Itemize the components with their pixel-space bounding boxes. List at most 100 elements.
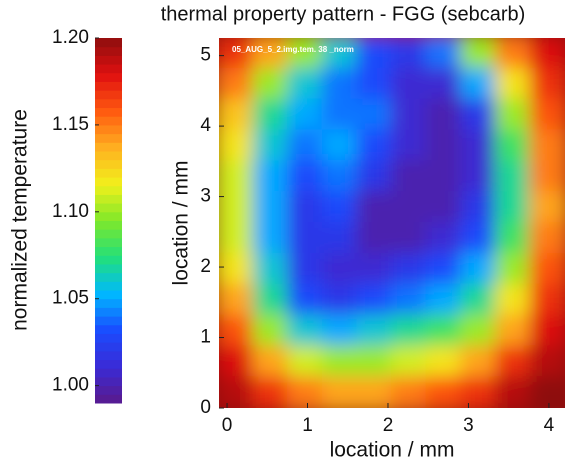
x-tick-label: 4 (544, 415, 555, 436)
colorbar-label: normalized temperature (9, 109, 32, 331)
heatmap-cell (460, 283, 497, 317)
heatmap-cell (321, 160, 359, 194)
heatmap-cell (356, 314, 393, 348)
colorbar-band (95, 107, 122, 117)
heatmap-cell (425, 160, 463, 194)
x-tick-label: 0 (222, 415, 233, 436)
heatmap-cell (219, 314, 255, 348)
colorbar-band (95, 211, 122, 221)
colorbar: 1.00 1.05 1.10 1.15 1.20 (52, 27, 122, 404)
heatmap-cell (287, 67, 324, 101)
colorbar-tick-label: 1.00 (52, 375, 89, 396)
heatmap-cell (391, 67, 428, 101)
colorbar-band (95, 98, 122, 109)
colorbar-band (95, 203, 122, 213)
heatmap-cell (356, 191, 393, 224)
heatmap-cell (391, 314, 428, 348)
colorbar-band (95, 220, 122, 230)
y-tick-label: 0 (200, 397, 211, 418)
x-axis-label: location / mm (330, 439, 455, 462)
colorbar-band (95, 55, 122, 65)
heatmap-cell (494, 222, 532, 255)
heatmap-cell (287, 283, 324, 317)
heatmap-cell (321, 191, 359, 224)
heatmap-cell (529, 345, 565, 379)
heatmap-cell (391, 129, 428, 163)
axes: 05_AUG_5_2.img.tem. 38 _norm 0 1 2 3 4 0 1 2 3 4 5 (200, 45, 554, 436)
heatmap-cell (321, 222, 359, 255)
heatmap-cell (321, 314, 359, 348)
heatmap-cell (494, 98, 532, 132)
heatmap-cell (529, 67, 565, 101)
colorbar-band (95, 46, 122, 56)
heatmap-cell (321, 129, 359, 163)
heatmap-cell (529, 191, 565, 224)
colorbar-band (95, 307, 122, 317)
heatmap-cell (219, 376, 255, 408)
x-tick-label: 3 (463, 415, 474, 436)
colorbar-band (95, 150, 122, 161)
heatmap-cell (321, 345, 359, 379)
heatmap-cell (425, 345, 463, 379)
colorbar-band (95, 255, 122, 265)
heatmap-cell (391, 376, 428, 408)
heatmap-cell (494, 252, 532, 286)
heatmap-cell (252, 129, 290, 163)
heatmap-cell (321, 283, 359, 317)
colorbar-band (95, 168, 122, 178)
y-tick-label: 1 (200, 327, 211, 348)
heatmap-cell (356, 38, 393, 70)
heatmap-cell (321, 67, 359, 101)
heatmap-cell (287, 191, 324, 224)
heatmap-cell (529, 129, 565, 163)
heatmap-cell (391, 345, 428, 379)
colorbar-band (95, 229, 122, 239)
colorbar-band (95, 194, 122, 204)
colorbar-band (95, 281, 122, 291)
heatmap-cell (356, 376, 393, 408)
colorbar-tick-label: 1.05 (52, 288, 89, 309)
heatmap-cell (425, 222, 463, 255)
heatmap-cell (494, 345, 532, 379)
colorbar-tick-label: 1.10 (52, 201, 89, 222)
heatmap-cell (356, 98, 393, 132)
heatmap-cell (391, 191, 428, 224)
colorbar-band (95, 124, 122, 135)
heatmap-cell (252, 191, 290, 224)
x-tick-label: 1 (302, 415, 313, 436)
heatmap-cell (219, 345, 255, 379)
heatmap-cell (287, 160, 324, 194)
heatmap-cell (252, 376, 290, 408)
heatmap-cell (356, 345, 393, 379)
heatmap-cell (252, 283, 290, 317)
heatmap-cell (391, 222, 428, 255)
heatmap-cell (460, 345, 497, 379)
colorbar-band (95, 342, 122, 352)
colorbar-tick-label: 1.15 (52, 114, 89, 135)
colorbar-band (95, 64, 122, 74)
heatmap-cell (287, 38, 324, 70)
colorbar-band (95, 385, 122, 395)
heatmap-cell (529, 376, 565, 408)
colorbar-band (95, 333, 122, 343)
colorbar-band (95, 376, 122, 387)
heatmap-cell (252, 160, 290, 194)
heatmap-cell (460, 67, 497, 101)
heatmap-cell (356, 129, 393, 163)
colorbar-band (95, 72, 122, 82)
x-tick-label: 2 (383, 415, 394, 436)
colorbar-tick-label: 1.20 (52, 27, 89, 48)
heatmap-cell (460, 252, 497, 286)
colorbar-band (95, 298, 122, 308)
heatmap-cell (460, 222, 497, 255)
heatmap-cell (252, 98, 290, 132)
colorbar-band (95, 116, 122, 126)
colorbar-band (95, 81, 122, 91)
heatmap-cell (287, 222, 324, 255)
y-tick-label: 4 (200, 115, 211, 136)
heatmap-cell (219, 222, 255, 255)
heatmap-cell (287, 252, 324, 286)
heatmap-cell (391, 38, 428, 70)
y-tick-label: 2 (200, 256, 211, 277)
